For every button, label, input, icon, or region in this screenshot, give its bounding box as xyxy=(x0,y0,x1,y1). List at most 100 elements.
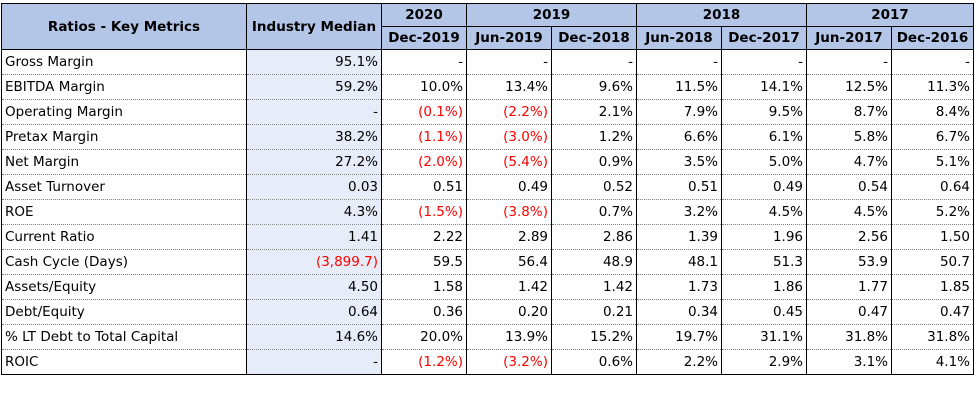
value-cell[interactable]: 6.6% xyxy=(637,125,722,150)
value-cell[interactable]: 20.0% xyxy=(382,325,467,350)
industry-median-cell[interactable]: 0.64 xyxy=(247,300,382,325)
value-cell[interactable]: 4.1% xyxy=(892,350,974,375)
value-cell[interactable]: 0.54 xyxy=(807,175,892,200)
value-cell[interactable]: 0.64 xyxy=(892,175,974,200)
value-cell[interactable]: (1.5%) xyxy=(382,200,467,225)
industry-median-cell[interactable]: 14.6% xyxy=(247,325,382,350)
value-cell[interactable]: 31.8% xyxy=(807,325,892,350)
value-cell[interactable]: 2.86 xyxy=(552,225,637,250)
value-cell[interactable]: 8.4% xyxy=(892,100,974,125)
metric-name-cell[interactable]: % LT Debt to Total Capital xyxy=(2,325,247,350)
value-cell[interactable]: 0.49 xyxy=(722,175,807,200)
value-cell[interactable]: 48.1 xyxy=(637,250,722,275)
value-cell[interactable]: 10.0% xyxy=(382,75,467,100)
value-cell[interactable]: 0.52 xyxy=(552,175,637,200)
period-header[interactable]: Jun-2017 xyxy=(807,27,892,50)
metric-name-cell[interactable]: ROE xyxy=(2,200,247,225)
value-cell[interactable]: 0.51 xyxy=(637,175,722,200)
value-cell[interactable]: 4.5% xyxy=(722,200,807,225)
value-cell[interactable]: 15.2% xyxy=(552,325,637,350)
value-cell[interactable]: 3.5% xyxy=(637,150,722,175)
value-cell[interactable]: 53.9 xyxy=(807,250,892,275)
value-cell[interactable]: (5.4%) xyxy=(467,150,552,175)
period-header[interactable]: Jun-2019 xyxy=(467,27,552,50)
value-cell[interactable]: 12.5% xyxy=(807,75,892,100)
value-cell[interactable]: 1.42 xyxy=(552,275,637,300)
value-cell[interactable]: (2.0%) xyxy=(382,150,467,175)
metrics-title-cell[interactable]: Ratios - Key Metrics xyxy=(2,4,247,50)
value-cell[interactable]: 4.7% xyxy=(807,150,892,175)
value-cell[interactable]: 2.9% xyxy=(722,350,807,375)
value-cell[interactable]: 7.9% xyxy=(637,100,722,125)
metric-name-cell[interactable]: Gross Margin xyxy=(2,50,247,75)
value-cell[interactable]: 5.1% xyxy=(892,150,974,175)
value-cell[interactable]: 0.36 xyxy=(382,300,467,325)
value-cell[interactable]: 0.7% xyxy=(552,200,637,225)
value-cell[interactable]: 0.47 xyxy=(892,300,974,325)
value-cell[interactable]: (1.2%) xyxy=(382,350,467,375)
value-cell[interactable]: 1.96 xyxy=(722,225,807,250)
value-cell[interactable]: 3.2% xyxy=(637,200,722,225)
period-header[interactable]: Dec-2019 xyxy=(382,27,467,50)
value-cell[interactable]: (1.1%) xyxy=(382,125,467,150)
industry-median-cell[interactable]: - xyxy=(247,350,382,375)
value-cell[interactable]: 0.34 xyxy=(637,300,722,325)
value-cell[interactable]: - xyxy=(892,50,974,75)
value-cell[interactable]: 1.85 xyxy=(892,275,974,300)
metric-name-cell[interactable]: Cash Cycle (Days) xyxy=(2,250,247,275)
value-cell[interactable]: 1.39 xyxy=(637,225,722,250)
value-cell[interactable]: 1.2% xyxy=(552,125,637,150)
value-cell[interactable]: 4.5% xyxy=(807,200,892,225)
metric-name-cell[interactable]: Debt/Equity xyxy=(2,300,247,325)
value-cell[interactable]: 11.3% xyxy=(892,75,974,100)
value-cell[interactable]: 2.56 xyxy=(807,225,892,250)
value-cell[interactable]: 2.2% xyxy=(637,350,722,375)
value-cell[interactable]: 11.5% xyxy=(637,75,722,100)
value-cell[interactable]: 1.50 xyxy=(892,225,974,250)
value-cell[interactable]: 5.0% xyxy=(722,150,807,175)
value-cell[interactable]: 1.42 xyxy=(467,275,552,300)
value-cell[interactable]: 19.7% xyxy=(637,325,722,350)
metric-name-cell[interactable]: Net Margin xyxy=(2,150,247,175)
value-cell[interactable]: - xyxy=(637,50,722,75)
value-cell[interactable]: 0.6% xyxy=(552,350,637,375)
industry-median-cell[interactable]: 95.1% xyxy=(247,50,382,75)
value-cell[interactable]: 0.21 xyxy=(552,300,637,325)
value-cell[interactable]: 0.45 xyxy=(722,300,807,325)
value-cell[interactable]: 31.8% xyxy=(892,325,974,350)
industry-median-header[interactable]: Industry Median xyxy=(247,4,382,50)
value-cell[interactable]: 5.8% xyxy=(807,125,892,150)
value-cell[interactable]: 9.5% xyxy=(722,100,807,125)
industry-median-cell[interactable]: 27.2% xyxy=(247,150,382,175)
period-header[interactable]: Jun-2018 xyxy=(637,27,722,50)
industry-median-cell[interactable]: 1.41 xyxy=(247,225,382,250)
industry-median-cell[interactable]: (3,899.7) xyxy=(247,250,382,275)
value-cell[interactable]: 2.22 xyxy=(382,225,467,250)
value-cell[interactable]: 48.9 xyxy=(552,250,637,275)
value-cell[interactable]: 51.3 xyxy=(722,250,807,275)
value-cell[interactable]: 31.1% xyxy=(722,325,807,350)
value-cell[interactable]: (0.1%) xyxy=(382,100,467,125)
value-cell[interactable]: 13.9% xyxy=(467,325,552,350)
value-cell[interactable]: 56.4 xyxy=(467,250,552,275)
value-cell[interactable]: 9.6% xyxy=(552,75,637,100)
period-header[interactable]: Dec-2018 xyxy=(552,27,637,50)
value-cell[interactable]: 5.2% xyxy=(892,200,974,225)
year-header[interactable]: 2020 xyxy=(382,4,467,27)
value-cell[interactable]: - xyxy=(467,50,552,75)
period-header[interactable]: Dec-2017 xyxy=(722,27,807,50)
value-cell[interactable]: 13.4% xyxy=(467,75,552,100)
metric-name-cell[interactable]: Assets/Equity xyxy=(2,275,247,300)
value-cell[interactable]: (3.8%) xyxy=(467,200,552,225)
value-cell[interactable]: - xyxy=(722,50,807,75)
value-cell[interactable]: 0.51 xyxy=(382,175,467,200)
value-cell[interactable]: (3.0%) xyxy=(467,125,552,150)
industry-median-cell[interactable]: 38.2% xyxy=(247,125,382,150)
value-cell[interactable]: 6.7% xyxy=(892,125,974,150)
value-cell[interactable]: 2.1% xyxy=(552,100,637,125)
metric-name-cell[interactable]: ROIC xyxy=(2,350,247,375)
value-cell[interactable]: - xyxy=(807,50,892,75)
value-cell[interactable]: 14.1% xyxy=(722,75,807,100)
value-cell[interactable]: (3.2%) xyxy=(467,350,552,375)
value-cell[interactable]: 50.7 xyxy=(892,250,974,275)
